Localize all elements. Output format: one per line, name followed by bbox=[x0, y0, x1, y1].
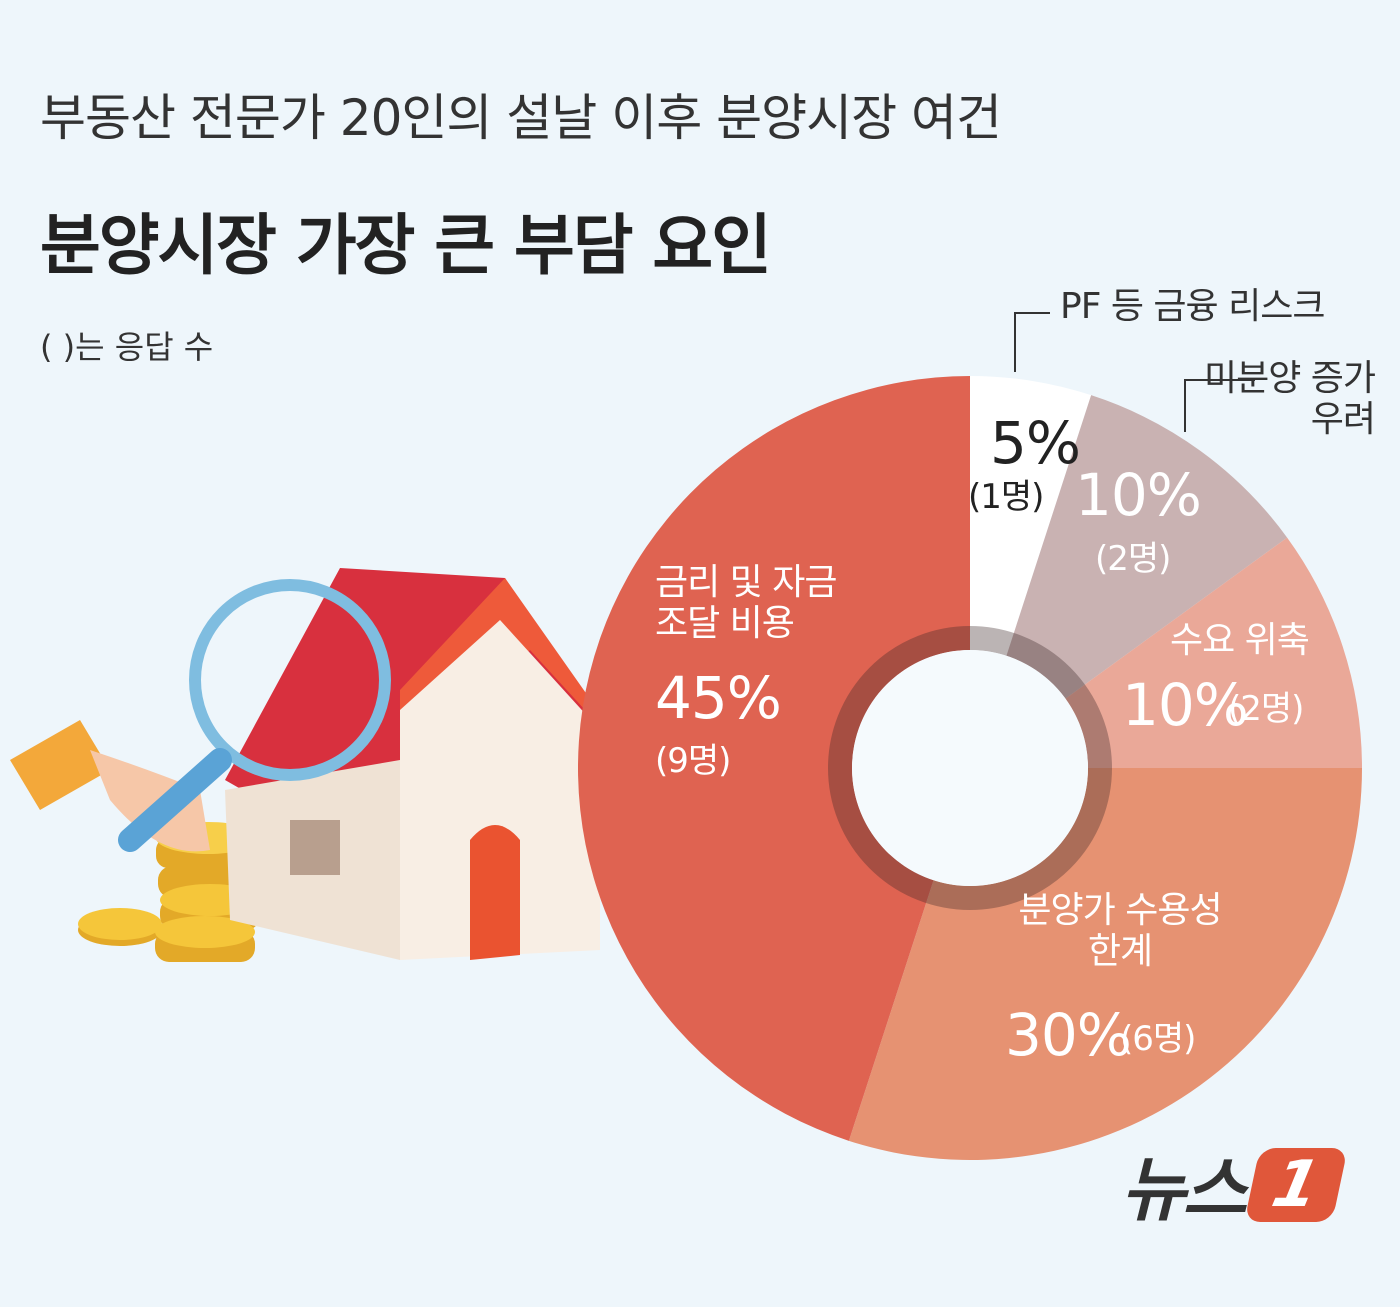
count-label: (9명) bbox=[655, 741, 731, 781]
category-label: 금리 및 자금 조달 비용 bbox=[655, 562, 838, 645]
category-label: 미분양 증가 우려 bbox=[1203, 358, 1376, 441]
category-label: 분양가 수용성 한계 bbox=[1018, 890, 1222, 973]
value-label: 5% bbox=[990, 409, 1081, 477]
slice bbox=[970, 376, 1092, 656]
donut-hole bbox=[852, 650, 1088, 886]
leader-line bbox=[1184, 379, 1255, 432]
count-label: (2명) bbox=[1095, 539, 1171, 579]
count-label: (6명) bbox=[1120, 1019, 1196, 1059]
slice bbox=[1006, 395, 1288, 699]
category-label: PF 등 금융 리스크 bbox=[1060, 286, 1325, 327]
logo: 뉴스 1 bbox=[1121, 1134, 1348, 1235]
logo-mark: 1 bbox=[1244, 1147, 1348, 1222]
subtitle: 부동산 전문가 20인의 설날 이후 분양시장 여건 bbox=[40, 89, 1002, 147]
logo-text: 뉴스 bbox=[1121, 1149, 1247, 1231]
slice bbox=[848, 768, 1362, 1161]
count-label: (2명) bbox=[1228, 689, 1304, 729]
value-label: 30% bbox=[1005, 1001, 1132, 1069]
value-label: 10% bbox=[1122, 671, 1249, 739]
note: ( )는 응답 수 bbox=[40, 328, 214, 366]
category-label: 수요 위축 bbox=[1170, 620, 1310, 661]
value-label: 45% bbox=[655, 664, 782, 732]
slice bbox=[1065, 537, 1362, 768]
donut bbox=[578, 376, 1362, 1161]
leader-line bbox=[1014, 312, 1050, 372]
inner-ring bbox=[828, 626, 1112, 910]
title: 분양시장 가장 큰 부담 요인 bbox=[40, 207, 772, 284]
slice bbox=[578, 376, 970, 1141]
value-label: 10% bbox=[1075, 461, 1202, 529]
illustration bbox=[10, 568, 640, 962]
count-label: (1명) bbox=[968, 477, 1044, 517]
